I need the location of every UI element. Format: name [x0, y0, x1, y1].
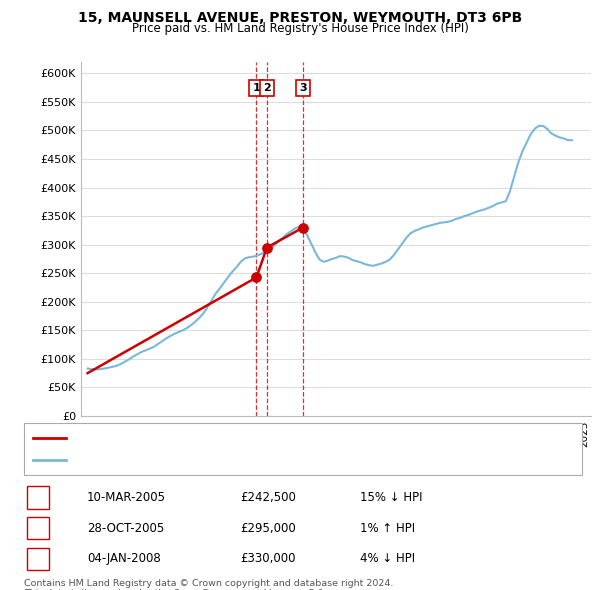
Text: 1: 1: [253, 83, 260, 93]
Text: 1% ↑ HPI: 1% ↑ HPI: [360, 522, 415, 535]
Point: [262, 243, 272, 253]
Text: 15, MAUNSELL AVENUE, PRESTON, WEYMOUTH, DT3 6PB: 15, MAUNSELL AVENUE, PRESTON, WEYMOUTH, …: [78, 11, 522, 25]
Text: 3: 3: [34, 552, 42, 565]
Text: 10-MAR-2005: 10-MAR-2005: [87, 491, 166, 504]
Text: £295,000: £295,000: [240, 522, 296, 535]
Text: Contains HM Land Registry data © Crown copyright and database right 2024.
This d: Contains HM Land Registry data © Crown c…: [24, 579, 394, 590]
Text: 4% ↓ HPI: 4% ↓ HPI: [360, 552, 415, 565]
Point: [298, 223, 308, 232]
Text: 2: 2: [263, 83, 271, 93]
Text: 15, MAUNSELL AVENUE, PRESTON, WEYMOUTH, DT3 6PB (detached house): 15, MAUNSELL AVENUE, PRESTON, WEYMOUTH, …: [72, 432, 462, 442]
Text: 28-OCT-2005: 28-OCT-2005: [87, 522, 164, 535]
Text: £330,000: £330,000: [240, 552, 296, 565]
Text: £242,500: £242,500: [240, 491, 296, 504]
Text: 1: 1: [34, 491, 42, 504]
Text: 2: 2: [34, 522, 42, 535]
Point: [251, 273, 261, 282]
Text: Price paid vs. HM Land Registry's House Price Index (HPI): Price paid vs. HM Land Registry's House …: [131, 22, 469, 35]
Text: 04-JAN-2008: 04-JAN-2008: [87, 552, 161, 565]
Text: 3: 3: [299, 83, 307, 93]
Text: 15% ↓ HPI: 15% ↓ HPI: [360, 491, 422, 504]
Text: HPI: Average price, detached house, Dorset: HPI: Average price, detached house, Dors…: [72, 455, 299, 466]
